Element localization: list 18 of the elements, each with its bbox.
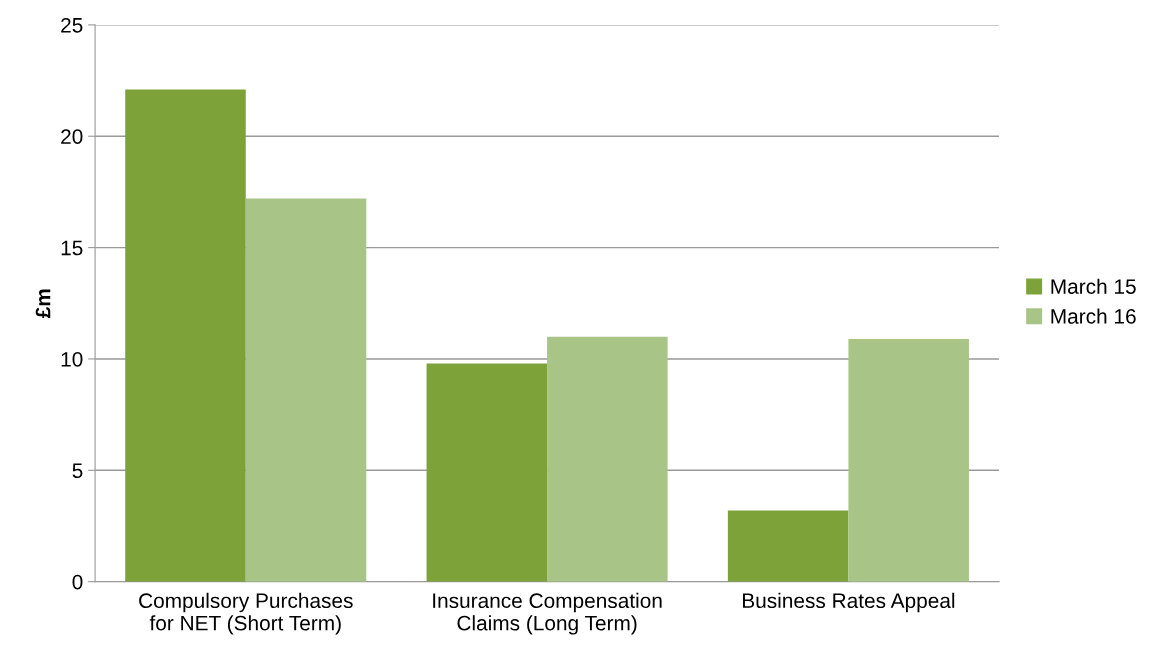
legend-label: March 15 bbox=[1051, 278, 1136, 294]
bar bbox=[848, 338, 969, 582]
y-tick-label: 20 bbox=[61, 129, 83, 144]
bar bbox=[727, 510, 849, 582]
x-tick-label: Insurance Compensation Claims (Long Term) bbox=[433, 592, 662, 635]
bar bbox=[125, 89, 246, 582]
bar bbox=[547, 336, 668, 582]
legend-label: March 16 bbox=[1051, 308, 1136, 324]
y-tick-label: 0 bbox=[72, 574, 83, 590]
bar bbox=[426, 363, 548, 582]
y-axis-title: £m bbox=[35, 289, 51, 319]
y-tick-label: 10 bbox=[61, 351, 83, 367]
x-tick-label: Business Rates Appeal bbox=[743, 592, 955, 613]
bar bbox=[245, 198, 367, 582]
y-tick-label: 5 bbox=[72, 463, 83, 479]
y-tick-label: 15 bbox=[61, 240, 83, 256]
x-tick-label: Compulsory Purchases for NET (Short Term) bbox=[139, 592, 353, 635]
y-tick-label: 25 bbox=[61, 17, 83, 33]
